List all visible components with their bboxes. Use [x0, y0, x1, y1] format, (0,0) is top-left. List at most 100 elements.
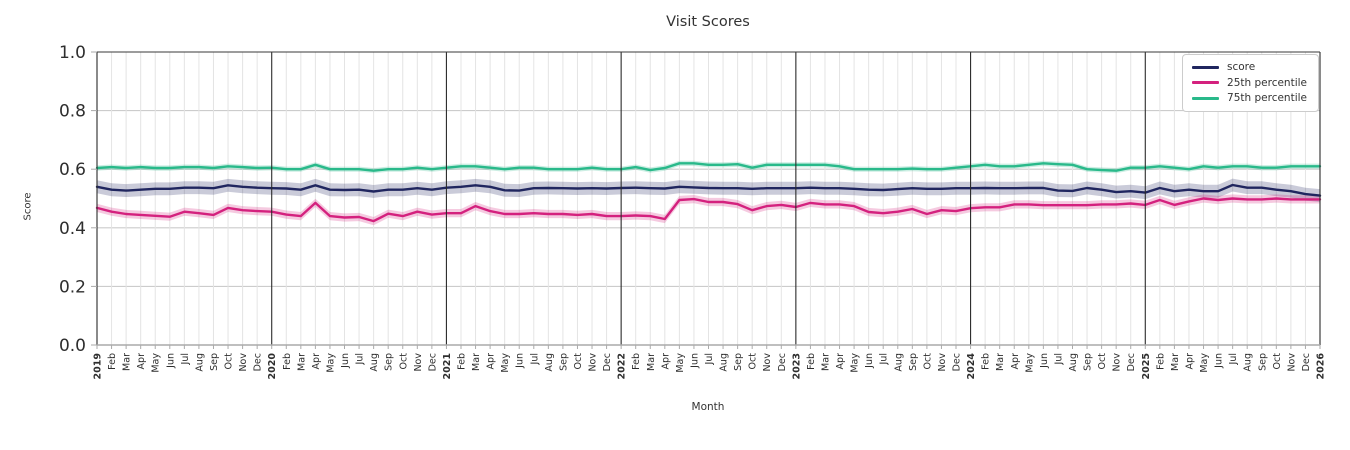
y-tick-label: 0.4 [59, 219, 86, 239]
x-tick-label: Jul [879, 353, 890, 365]
x-tick-label: Sep [908, 353, 919, 371]
x-tick-label: Dec [602, 353, 613, 371]
x-tick-label: 2022 [617, 353, 628, 379]
legend-item-score: score [1192, 62, 1307, 73]
series-band-score [97, 178, 1320, 202]
legend: score 25th percentile 75th percentile [1182, 54, 1319, 112]
x-tick-label: Feb [107, 353, 118, 370]
x-tick-label: Nov [762, 353, 773, 372]
series-line-score [95, 183, 1322, 197]
x-tick-label: Dec [1126, 353, 1137, 371]
x-tick-label: May [1199, 353, 1210, 373]
series-line-25th-percentile [95, 197, 1322, 223]
x-tick-label: Aug [1243, 353, 1254, 372]
x-tick-label: Apr [311, 353, 322, 370]
y-axis-label: Score [22, 192, 34, 221]
x-tick-label: 2023 [791, 353, 802, 379]
x-tick-label: Jul [1228, 353, 1239, 365]
x-tick-label: Mar [1170, 353, 1181, 371]
x-tick-label: Nov [413, 353, 424, 372]
x-tick-label: Mar [471, 353, 482, 371]
x-tick-label: Sep [1257, 353, 1268, 371]
x-tick-label: Dec [253, 353, 264, 371]
x-tick-label: May [500, 353, 511, 373]
x-tick-label: Sep [209, 353, 220, 371]
x-tick-label: 2025 [1141, 353, 1152, 379]
x-tick-label: Nov [1286, 353, 1297, 372]
75th-percentile-line-swatch [1192, 96, 1220, 100]
x-tick-label: Sep [733, 353, 744, 371]
x-tick-label: Mar [296, 353, 307, 371]
x-tick-label: Aug [893, 353, 904, 372]
x-tick-label: Dec [777, 353, 788, 371]
series-band-25th-percentile [97, 194, 1320, 226]
x-tick-label: Jun [1214, 353, 1225, 369]
x-tick-label: Aug [719, 353, 730, 372]
x-tick-label: Jul [704, 353, 715, 365]
x-tick-label: Feb [806, 353, 817, 370]
y-tick-label: 1.0 [59, 43, 86, 63]
legend-label: 25th percentile [1227, 76, 1307, 89]
x-tick-label: Oct [922, 353, 933, 370]
x-tick-label: Feb [1155, 353, 1166, 370]
x-tick-label: Oct [224, 353, 235, 370]
x-tick-label: Oct [398, 353, 409, 370]
x-tick-label: Apr [486, 353, 497, 370]
x-tick-label: Feb [981, 353, 992, 370]
legend-label: 75th percentile [1227, 92, 1307, 104]
x-tick-label: Oct [748, 353, 759, 370]
x-tick-label: Nov [238, 353, 249, 372]
x-tick-label: Mar [122, 353, 133, 371]
x-tick-label: May [151, 353, 162, 373]
legend-item-75th-percentile: 75th percentile [1192, 93, 1307, 104]
x-tick-label: 2021 [442, 353, 453, 379]
legend-label: score [1227, 61, 1256, 73]
x-tick-label: Sep [384, 353, 395, 371]
x-tick-label: Apr [1184, 353, 1195, 370]
x-tick-label: 2020 [267, 353, 278, 380]
x-tick-label: Jul [529, 353, 540, 365]
x-tick-label: Nov [588, 353, 599, 372]
x-tick-label: Jun [340, 353, 351, 369]
x-tick-label: Apr [1010, 353, 1021, 370]
x-tick-label: Feb [282, 353, 293, 370]
x-tick-label: 2024 [966, 353, 977, 380]
x-tick-label: Feb [456, 353, 467, 370]
x-tick-label: Nov [1112, 353, 1123, 372]
x-tick-label: Dec [952, 353, 963, 371]
legend-item-25th-percentile: 25th percentile [1192, 76, 1307, 89]
score-line-swatch [1192, 65, 1220, 69]
x-tick-label: Dec [427, 353, 438, 371]
x-tick-label: Mar [646, 353, 657, 371]
x-tick-label: Apr [660, 353, 671, 370]
x-tick-label: Oct [573, 353, 584, 370]
x-tick-label: Dec [1301, 353, 1312, 371]
x-tick-label: Jul [355, 353, 366, 365]
x-axis-label: Month [691, 401, 725, 413]
x-tick-label: May [325, 353, 336, 373]
x-tick-label: Jun [515, 353, 526, 369]
x-tick-label: Sep [558, 353, 569, 371]
x-tick-label: May [1024, 353, 1035, 373]
x-tick-label: Mar [995, 353, 1006, 371]
x-tick-label: Nov [937, 353, 948, 372]
x-tick-label: Oct [1097, 353, 1108, 370]
x-tick-label: Mar [820, 353, 831, 371]
x-tick-label: May [675, 353, 686, 373]
x-tick-label: Feb [631, 353, 642, 370]
x-tick-label: Sep [1083, 353, 1094, 371]
x-tick-label: Jul [1053, 353, 1064, 365]
y-tick-label: 0.0 [59, 336, 86, 356]
x-tick-label: Apr [136, 353, 147, 370]
x-tick-label: Aug [369, 353, 380, 372]
x-tick-label: Jun [165, 353, 176, 369]
x-tick-label: Jun [1039, 353, 1050, 369]
y-tick-label: 0.6 [59, 160, 86, 180]
x-tick-label: Apr [835, 353, 846, 370]
x-tick-label: Jun [864, 353, 875, 369]
x-tick-label: 2019 [93, 353, 104, 379]
chart-title: Visit Scores [666, 14, 750, 30]
x-tick-label: Aug [194, 353, 205, 372]
